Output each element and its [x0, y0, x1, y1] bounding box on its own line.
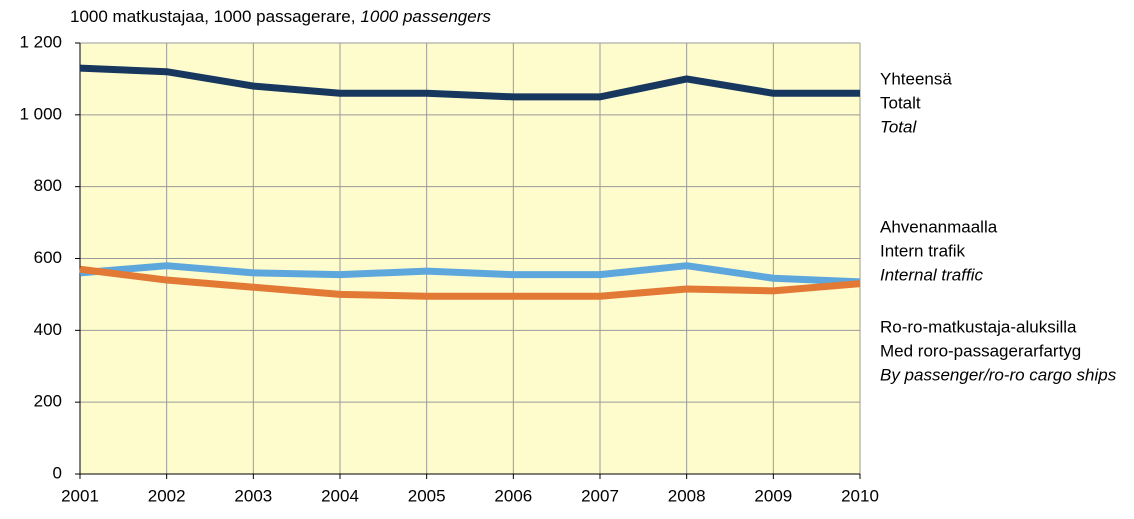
legend-label: Internal traffic	[880, 265, 983, 284]
y-tick-label: 1 200	[19, 32, 62, 51]
x-tick-label: 2003	[234, 486, 272, 505]
x-tick-label: 2004	[321, 486, 359, 505]
y-tick-label: 800	[34, 176, 62, 195]
x-tick-label: 2010	[841, 486, 879, 505]
legend-label: By passenger/ro-ro cargo ships	[880, 365, 1117, 384]
x-tick-label: 2005	[408, 486, 446, 505]
legend-label: Med roro-passagerarfartyg	[880, 341, 1081, 360]
title-part: 1000 matkustajaa, 1000 passagerare,	[70, 7, 355, 26]
y-tick-label: 200	[34, 392, 62, 411]
legend-label: Ahvenanmaalla	[880, 217, 998, 236]
legend-label: Total	[880, 117, 917, 136]
x-tick-label: 2006	[494, 486, 532, 505]
title-part: 1000 passengers	[360, 7, 491, 26]
y-tick-label: 0	[53, 463, 62, 482]
x-tick-label: 2008	[668, 486, 706, 505]
chart-title: 1000 matkustajaa, 1000 passagerare, 1000 …	[70, 7, 491, 26]
y-tick-label: 600	[34, 248, 62, 267]
series-line	[79, 265, 861, 300]
y-tick-label: 1 000	[19, 104, 62, 123]
series-line	[79, 64, 860, 101]
y-tick-label: 400	[34, 320, 62, 339]
x-tick-label: 2009	[754, 486, 792, 505]
series-line	[79, 262, 861, 286]
legend-label: Intern trafik	[880, 241, 966, 260]
x-tick-label: 2007	[581, 486, 619, 505]
x-tick-label: 2001	[61, 486, 99, 505]
legend-label: Yhteensä	[880, 69, 952, 88]
legend-label: Totalt	[880, 93, 921, 112]
legend-label: Ro-ro-matkustaja-aluksilla	[880, 317, 1077, 336]
x-tick-label: 2002	[148, 486, 186, 505]
